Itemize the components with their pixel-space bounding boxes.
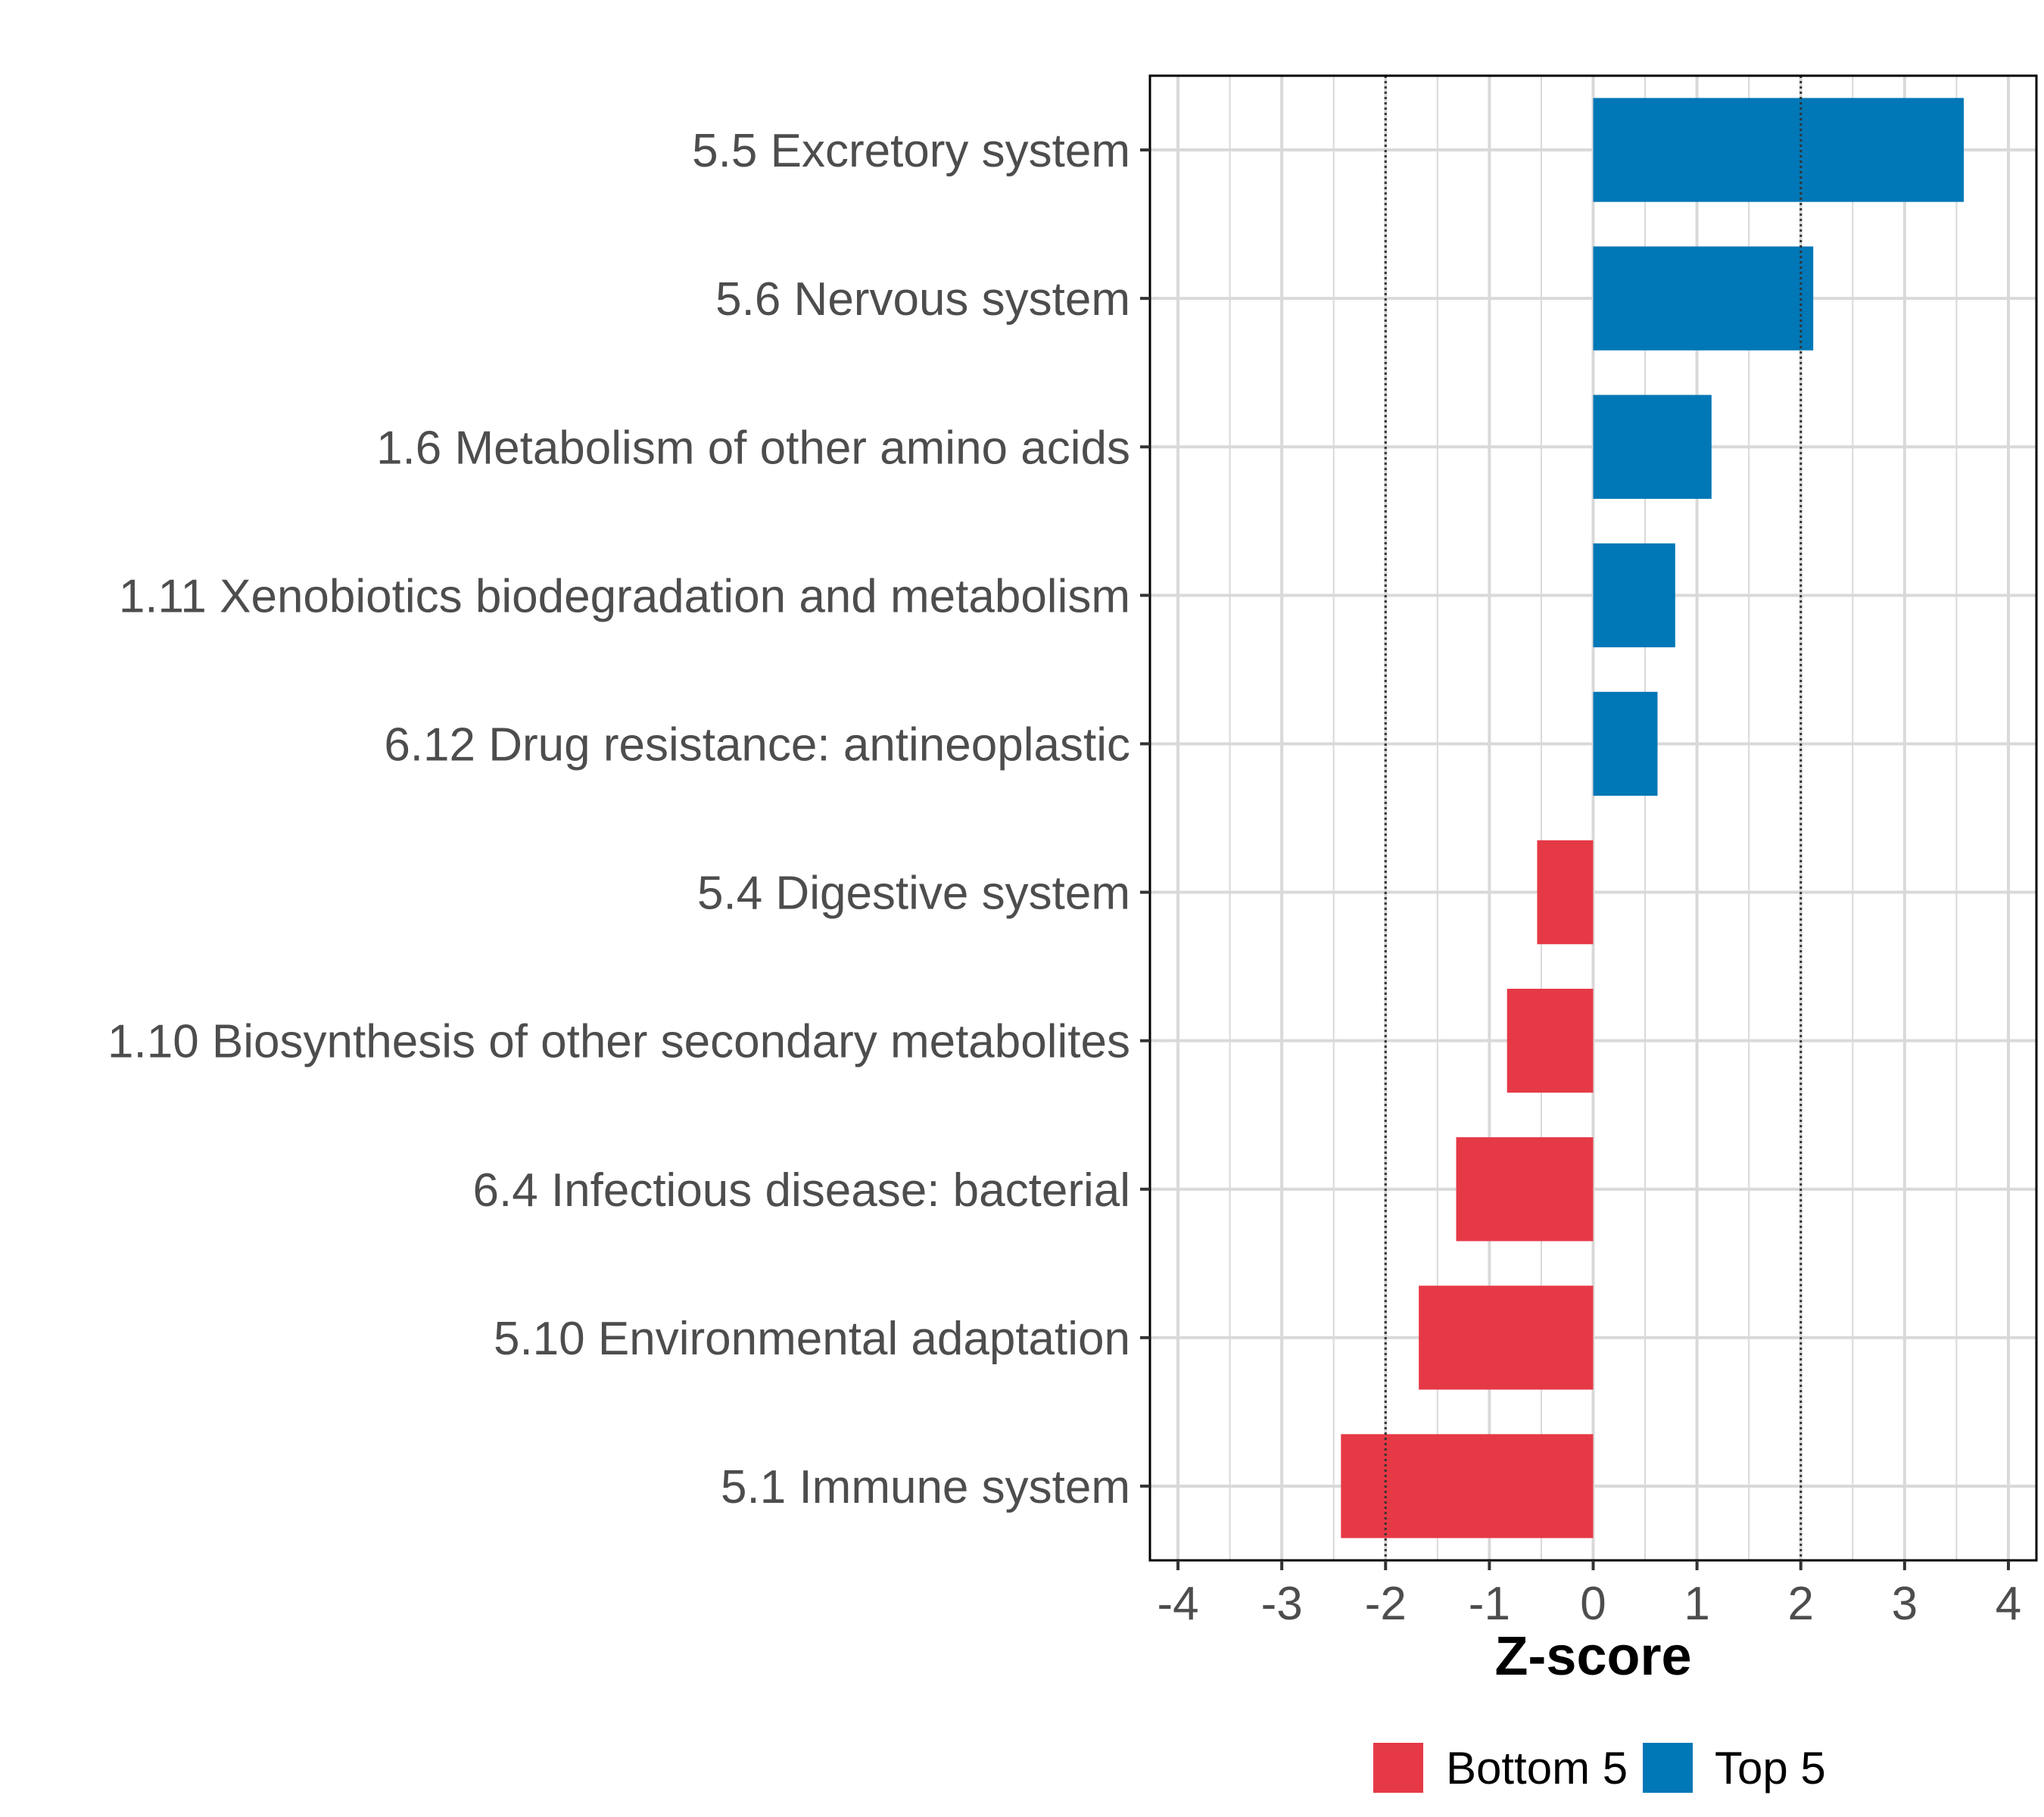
bar bbox=[1341, 1434, 1594, 1538]
bar bbox=[1507, 989, 1594, 1093]
y-tick-label: 5.6 Nervous system bbox=[715, 273, 1130, 326]
x-tick-label: 2 bbox=[1787, 1578, 1813, 1630]
legend-label: Top 5 bbox=[1715, 1743, 1826, 1794]
x-tick-label: 4 bbox=[1996, 1578, 2021, 1630]
legend-key bbox=[1373, 1743, 1423, 1793]
x-tick-label: -4 bbox=[1157, 1578, 1198, 1630]
bar bbox=[1593, 543, 1675, 647]
x-tick-label: 3 bbox=[1892, 1578, 1918, 1630]
y-tick-label: 5.10 Environmental adaptation bbox=[494, 1313, 1130, 1365]
y-tick-label: 1.11 Xenobiotics biodegradation and meta… bbox=[119, 570, 1130, 622]
y-axis: 5.5 Excretory system 5.6 Nervous system 1.… bbox=[107, 125, 1150, 1513]
x-tick-label: -3 bbox=[1261, 1578, 1303, 1630]
bar bbox=[1593, 394, 1712, 499]
bar bbox=[1593, 246, 1814, 351]
x-tick-label: -1 bbox=[1469, 1578, 1510, 1630]
legend: Bottom 5 Top 5 bbox=[1373, 1743, 1826, 1794]
y-tick-label: 6.4 Infectious disease: bacterial bbox=[472, 1164, 1130, 1217]
y-tick-label: 1.6 Metabolism of other amino acids bbox=[376, 422, 1130, 474]
reference-lines bbox=[1384, 76, 1803, 1560]
y-tick-label: 1.10 Biosynthesis of other secondary met… bbox=[107, 1016, 1130, 1068]
legend-key bbox=[1643, 1743, 1693, 1793]
x-tick-label: -2 bbox=[1365, 1578, 1407, 1630]
bar bbox=[1537, 840, 1594, 945]
legend-label: Bottom 5 bbox=[1446, 1743, 1628, 1794]
bars bbox=[1341, 98, 1965, 1538]
bar bbox=[1419, 1286, 1594, 1390]
y-tick-label: 6.12 Drug resistance: antineoplastic bbox=[384, 718, 1130, 771]
x-axis: -4 -3 -2 -1 0 1 2 3 4 bbox=[1157, 1560, 2021, 1630]
bar bbox=[1593, 691, 1658, 796]
y-tick-label: 5.4 Digestive system bbox=[697, 868, 1130, 920]
bar bbox=[1593, 98, 1965, 202]
y-tick-label: 5.5 Excretory system bbox=[692, 125, 1130, 177]
x-axis-title: Z-score bbox=[1494, 1626, 1691, 1687]
x-tick-label: 0 bbox=[1580, 1578, 1606, 1630]
y-tick-label: 5.1 Immune system bbox=[721, 1461, 1130, 1513]
x-tick-label: 1 bbox=[1684, 1578, 1709, 1630]
bar bbox=[1456, 1137, 1594, 1242]
